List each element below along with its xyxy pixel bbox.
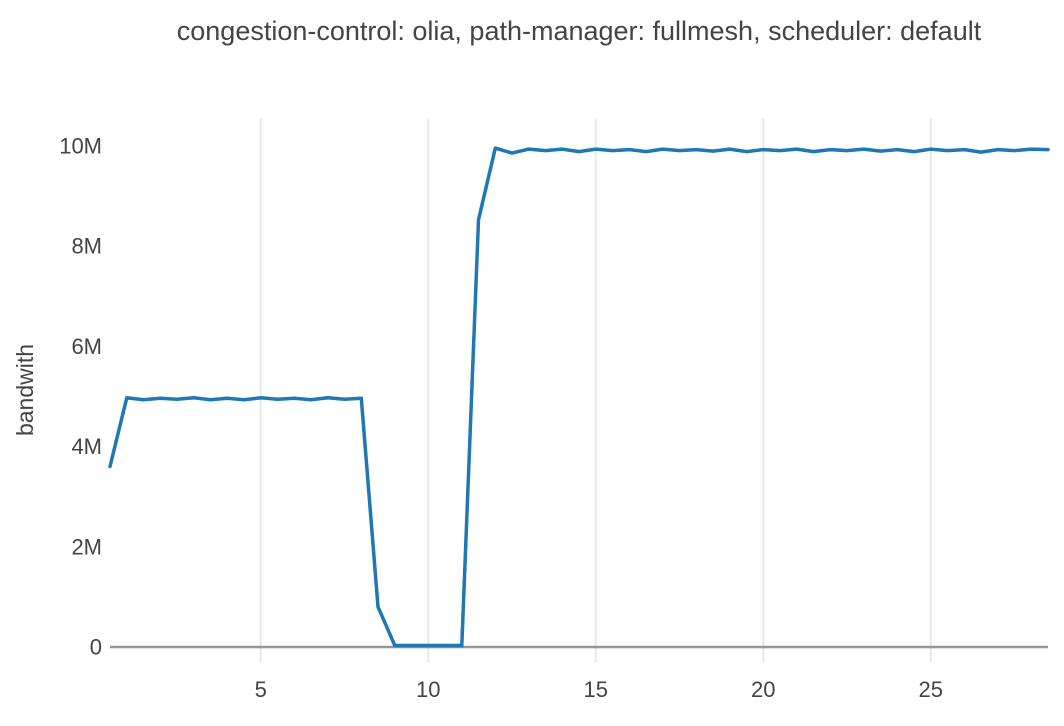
x-tick-labels: 5 10 15 20 25 [255, 677, 943, 702]
y-tick-label: 0 [90, 635, 102, 660]
y-tick-label: 4M [71, 434, 102, 459]
x-tick-label: 10 [416, 677, 440, 702]
x-tick-label: 15 [584, 677, 608, 702]
y-axis-title: bandwith [12, 344, 38, 436]
y-tick-label: 2M [71, 534, 102, 559]
plot-area[interactable] [110, 118, 1048, 662]
y-tick-label: 10M [59, 133, 102, 158]
x-gridlines [259, 118, 932, 662]
y-tick-label: 6M [71, 334, 102, 359]
x-tick-label: 20 [751, 677, 775, 702]
x-tick-label: 5 [255, 677, 267, 702]
series-layer [108, 146, 1050, 648]
y-tick-labels: 0 2M 4M 6M 8M 10M [59, 133, 102, 659]
x-tick-label: 25 [919, 677, 943, 702]
chart-title: congestion-control: olia, path-manager: … [177, 16, 982, 46]
bandwidth-series-line [108, 146, 1050, 648]
y-tick-label: 8M [71, 234, 102, 259]
